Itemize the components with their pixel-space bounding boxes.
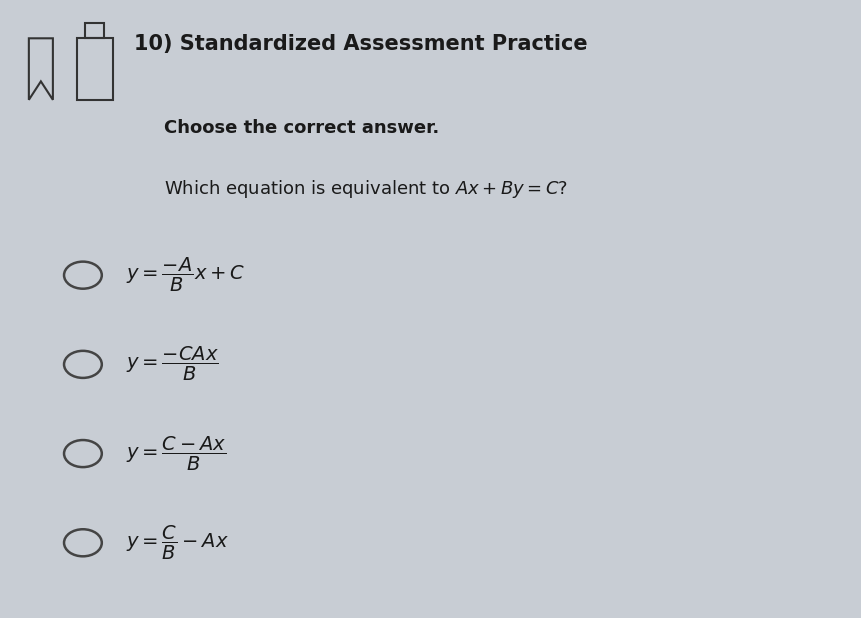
Text: $y = \dfrac{-CAx}{B}$: $y = \dfrac{-CAx}{B}$	[126, 345, 219, 383]
Text: $y = \dfrac{-A}{B}x + C$: $y = \dfrac{-A}{B}x + C$	[126, 256, 245, 294]
Text: Choose the correct answer.: Choose the correct answer.	[164, 119, 440, 137]
Text: 10) Standardized Assessment Practice: 10) Standardized Assessment Practice	[134, 35, 588, 54]
Text: $y = \dfrac{C - Ax}{B}$: $y = \dfrac{C - Ax}{B}$	[126, 434, 226, 473]
Text: Which equation is equivalent to $Ax + By = C$?: Which equation is equivalent to $Ax + By…	[164, 178, 568, 200]
Text: $y = \dfrac{C}{B} - Ax$: $y = \dfrac{C}{B} - Ax$	[126, 523, 229, 562]
